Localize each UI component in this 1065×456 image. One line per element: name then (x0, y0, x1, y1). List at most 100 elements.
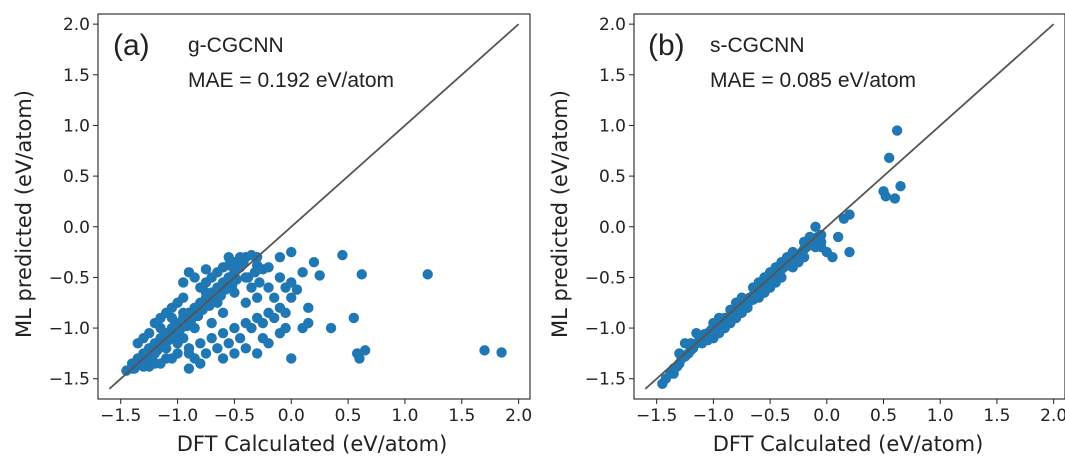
y-tick-label: −1.5 (49, 370, 90, 390)
x-tick-label: 0.0 (813, 406, 840, 426)
plot-area-b: −1.5 −1.0 −0.5 0.0 0.5 1.0 1.5 2.0 −1.5 −1.0 −0.5 0… (585, 13, 1065, 426)
scatter-point (206, 317, 217, 329)
x-tick-label: 0.5 (335, 406, 362, 426)
scatter-point (280, 322, 291, 334)
x-tick-label: −1.0 (693, 406, 734, 426)
panel-label-a: (a) (113, 29, 150, 62)
scatter-point (257, 317, 269, 329)
scatter-point (251, 292, 263, 303)
x-tick-label: 0.5 (870, 406, 897, 426)
scatter-point (286, 292, 297, 303)
scatter-point (844, 246, 855, 258)
y-tick-label: 1.0 (63, 116, 90, 136)
scatter-point (679, 338, 691, 349)
y-tick-label: −1.0 (585, 319, 626, 339)
y-tick-label: −1.0 (49, 319, 90, 339)
scatter-point (212, 267, 223, 278)
y-tick-label: 1.5 (63, 66, 90, 86)
x-axis-label-b: DFT Calculated (eV/atom) (713, 432, 984, 456)
y-tick-label: −0.5 (49, 268, 90, 288)
y-tick-label: 1.5 (599, 66, 626, 86)
scatter-point (229, 322, 240, 334)
scatter-point (251, 348, 263, 359)
scatter-point (132, 338, 143, 349)
scatter-point (668, 368, 679, 379)
scatter-point (736, 292, 747, 303)
y-tick-label: 2.0 (599, 15, 626, 35)
scatter-point (155, 322, 166, 334)
x-tick-label: 2.0 (1040, 406, 1065, 426)
axes-frame-a (97, 13, 531, 400)
scatter-point (274, 251, 286, 263)
scatter-point (776, 272, 787, 283)
scatter-point (269, 292, 280, 303)
scatter-point (161, 343, 172, 354)
scatter-point (280, 307, 291, 319)
scatter-point (804, 231, 816, 243)
scatter-point (234, 333, 246, 344)
x-tick-label: 1.0 (391, 406, 418, 426)
scatter-point (348, 312, 359, 324)
scatter-point (832, 231, 844, 243)
model-name-b: s-CGCNN (710, 34, 805, 57)
scatter-point (229, 348, 240, 359)
x-tick-label: −1.5 (636, 406, 677, 426)
scatter-point (895, 181, 906, 192)
scatter-point (223, 251, 234, 263)
scatter-point (183, 348, 195, 359)
scatter-point (217, 327, 229, 339)
scatter-point (713, 327, 725, 339)
scatter-point (178, 292, 189, 303)
model-name-a: g-CGCNN (188, 34, 284, 57)
scatter-point (736, 307, 747, 319)
x-tick-label: −0.5 (214, 406, 255, 426)
scatter-point (787, 246, 798, 258)
scatter-point (844, 209, 855, 220)
y-axis-label-a: ML predicted (eV/atom) (12, 90, 36, 338)
scatter-point (155, 358, 166, 369)
scatter-point (880, 191, 891, 202)
scatter-point (240, 297, 251, 308)
scatter-point (257, 333, 269, 344)
scatter-point (254, 277, 265, 288)
x-tick-label: 1.0 (927, 406, 954, 426)
scatter-point (217, 353, 229, 364)
y-tick-label: 0.0 (599, 218, 626, 238)
y-tick-label: −0.5 (585, 268, 626, 288)
scatter-point (195, 338, 206, 349)
scatter-point (217, 307, 229, 319)
scatter-point (359, 345, 371, 356)
scatter-point (143, 361, 155, 372)
y-tick-label: −1.5 (585, 370, 626, 390)
y-tick-label: 0.5 (63, 167, 90, 187)
scatter-point (269, 312, 280, 324)
scatter-point (200, 264, 212, 275)
scatter-point (810, 221, 821, 232)
scatter-point (725, 304, 736, 316)
scatter-point (314, 270, 325, 281)
x-tick-label: 0.0 (278, 406, 305, 426)
scatter-point (274, 272, 286, 283)
scatter-point (356, 269, 367, 280)
scatter-point (303, 302, 314, 314)
panel-a: −1.5 −1.0 −0.5 0.0 0.5 1.0 1.5 2.0 −1.5 −1.0 −0.5 0… (12, 13, 532, 456)
scatter-point (479, 345, 490, 356)
scatter-point (212, 297, 223, 308)
parity-line (108, 23, 520, 390)
scatter-point (223, 260, 234, 271)
axes-frame-b (633, 13, 1065, 400)
x-tick-label: −1.5 (100, 406, 141, 426)
y-tick-label: 2.0 (63, 15, 90, 35)
mae-text-a: MAE = 0.192 eV/atom (188, 69, 394, 92)
x-tick-label: 1.5 (983, 406, 1010, 426)
scatter-point (200, 348, 212, 359)
scatter-point (149, 348, 161, 359)
scatter-point (286, 246, 297, 258)
y-axis-label-b: ML predicted (eV/atom) (548, 90, 572, 338)
scatter-point (352, 348, 363, 359)
scatter-point (229, 287, 240, 298)
scatter-point (246, 322, 257, 334)
scatter-point (291, 284, 303, 295)
scatter-point (240, 272, 251, 283)
